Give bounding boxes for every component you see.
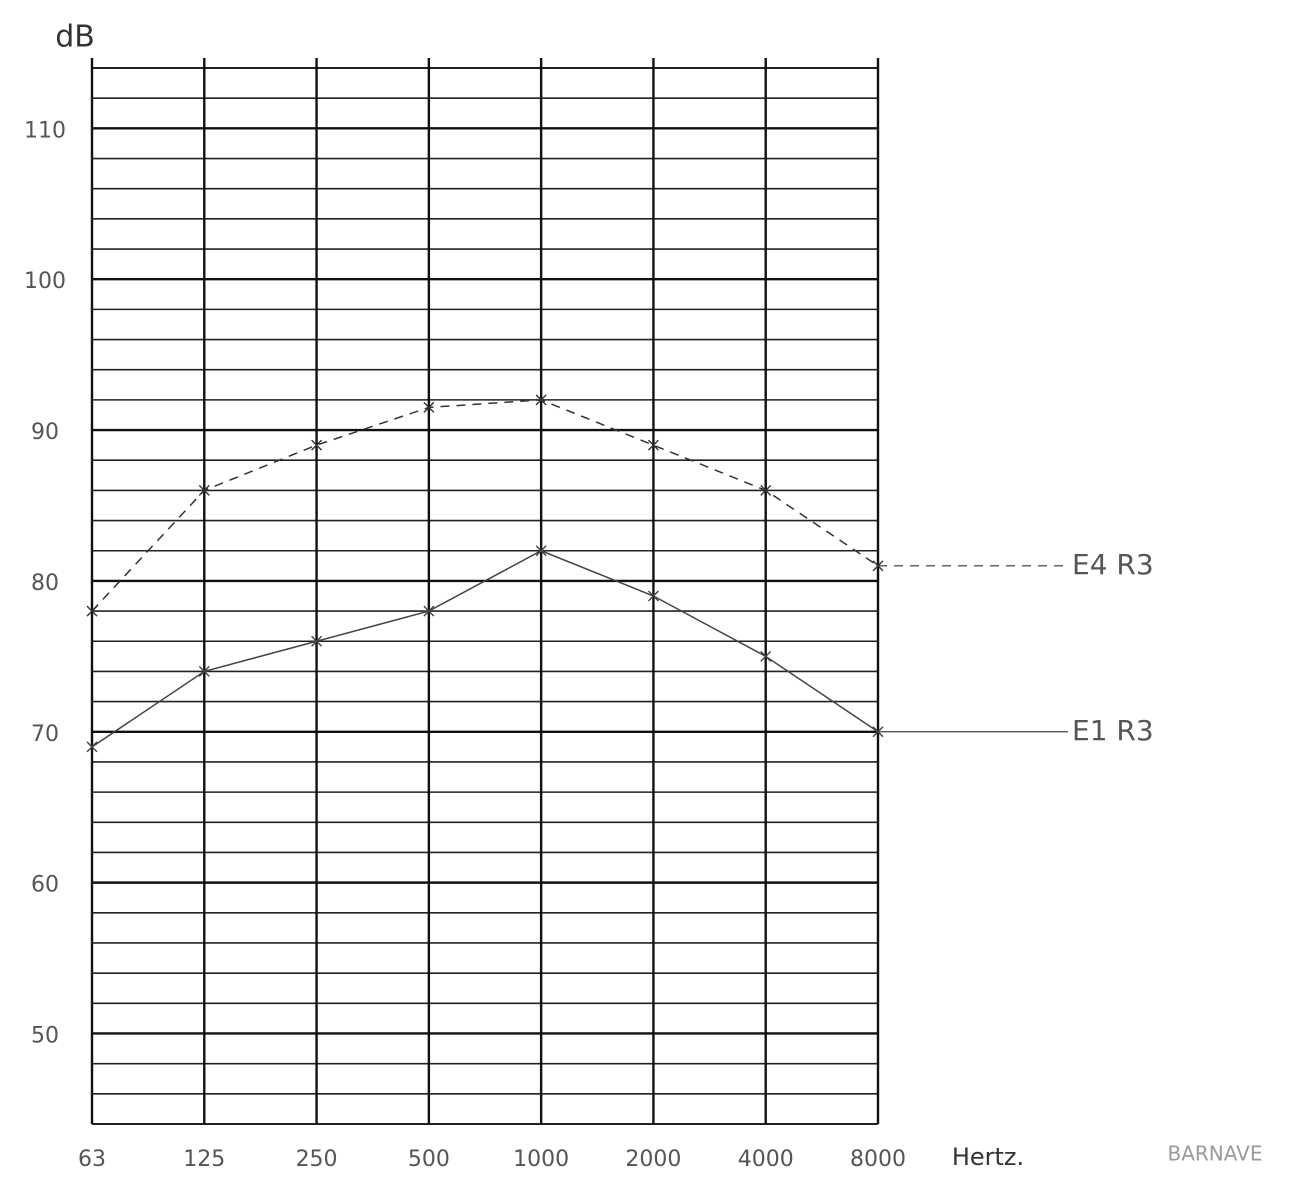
- x-tick-label: 63: [78, 1147, 106, 1172]
- point-marker: [198, 484, 210, 496]
- series-line: [91, 399, 879, 612]
- point-marker: [198, 665, 210, 677]
- x-tick-label: 250: [296, 1147, 338, 1172]
- point-marker: [760, 484, 772, 496]
- y-tick-label: 50: [31, 1023, 59, 1048]
- y-axis-label: dB: [55, 20, 95, 55]
- point-marker: [423, 401, 435, 413]
- point-marker: [86, 605, 98, 617]
- legend-label: E4 R3: [1072, 548, 1154, 581]
- y-tick-label: 60: [31, 873, 59, 898]
- point-marker: [423, 605, 435, 617]
- point-marker: [535, 394, 547, 406]
- y-tick-label: 110: [24, 118, 66, 143]
- point-marker: [311, 635, 323, 647]
- x-tick-label: 4000: [738, 1147, 794, 1172]
- point-marker: [647, 590, 659, 602]
- point-marker: [535, 545, 547, 557]
- x-tick-label: 500: [408, 1147, 450, 1172]
- x-tick-label: 2000: [625, 1147, 681, 1172]
- x-tick-label: 1000: [513, 1147, 569, 1172]
- point-marker: [647, 439, 659, 451]
- annotation: BARNAVE: [1168, 1142, 1263, 1166]
- x-axis-label: Hertz.: [952, 1143, 1024, 1171]
- series-line: [91, 549, 879, 748]
- point-marker: [311, 439, 323, 451]
- y-tick-label: 90: [31, 420, 59, 445]
- x-tick-label: 8000: [850, 1147, 906, 1172]
- legend-label: E1 R3: [1072, 714, 1154, 747]
- x-tick-label: 125: [183, 1147, 225, 1172]
- y-tick-label: 100: [24, 269, 66, 294]
- point-marker: [760, 650, 772, 662]
- y-tick-label: 80: [31, 571, 59, 596]
- y-tick-label: 70: [31, 722, 59, 747]
- point-marker: [86, 741, 98, 753]
